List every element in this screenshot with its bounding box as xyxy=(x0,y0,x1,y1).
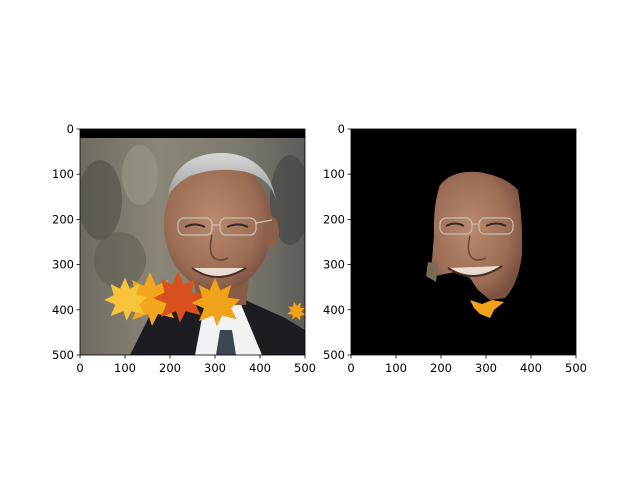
right-image xyxy=(351,129,576,355)
glasses-lens-left xyxy=(439,217,473,235)
maple-leaf-icon xyxy=(104,277,148,321)
x-tick-label: 0 xyxy=(347,361,354,375)
eye-left xyxy=(445,222,465,227)
y-tick-label: 0 xyxy=(338,122,345,136)
eye-right xyxy=(226,223,249,228)
y-tick-label: 100 xyxy=(52,167,74,181)
y-tick-label: 200 xyxy=(323,212,345,226)
top-band xyxy=(80,129,305,138)
glasses-arm xyxy=(255,219,273,224)
x-tick-label: 200 xyxy=(430,361,452,375)
nose xyxy=(467,235,487,261)
x-tick-label: 0 xyxy=(76,361,83,375)
leaf-fragment xyxy=(470,300,504,318)
background-blob xyxy=(94,232,146,288)
background-blob xyxy=(270,155,305,245)
x-tick-label: 100 xyxy=(385,361,407,375)
y-tick-label: 300 xyxy=(323,258,345,272)
nose xyxy=(209,234,229,261)
eye-left xyxy=(184,223,206,228)
y-tick-label: 300 xyxy=(52,258,74,272)
segmented-fragment xyxy=(426,262,438,282)
glasses-lens-left xyxy=(177,217,213,236)
maple-leaf-icon xyxy=(191,277,241,327)
y-tick-label: 400 xyxy=(52,303,74,317)
y-tick-label: 0 xyxy=(67,122,74,136)
maple-leaf-icon xyxy=(153,271,205,323)
x-tick-label: 400 xyxy=(520,361,542,375)
background-blob xyxy=(122,145,158,205)
x-tick-label: 500 xyxy=(294,361,316,375)
x-tick-label: 100 xyxy=(114,361,136,375)
x-tick-label: 300 xyxy=(475,361,497,375)
maple-leaf-icon xyxy=(287,301,305,321)
y-tick-label: 200 xyxy=(52,212,74,226)
y-tick-label: 400 xyxy=(323,303,345,317)
axes-frame xyxy=(79,128,306,356)
y-tick-label: 500 xyxy=(323,348,345,362)
x-tick-label: 500 xyxy=(565,361,587,375)
glasses-lens-right xyxy=(219,217,257,236)
eye-right xyxy=(485,222,507,227)
background-blob xyxy=(80,160,122,240)
x-tick-label: 300 xyxy=(204,361,226,375)
ear xyxy=(263,216,279,248)
axes-frame xyxy=(350,128,577,356)
hair xyxy=(168,152,276,200)
y-tick-label: 500 xyxy=(52,348,74,362)
y-tick-label: 100 xyxy=(323,167,345,181)
tie xyxy=(216,330,236,355)
x-tick-label: 200 xyxy=(159,361,181,375)
left-image xyxy=(80,129,305,355)
smile xyxy=(191,267,247,278)
smile xyxy=(447,265,503,277)
x-tick-label: 400 xyxy=(249,361,271,375)
glasses-lens-right xyxy=(478,217,514,235)
